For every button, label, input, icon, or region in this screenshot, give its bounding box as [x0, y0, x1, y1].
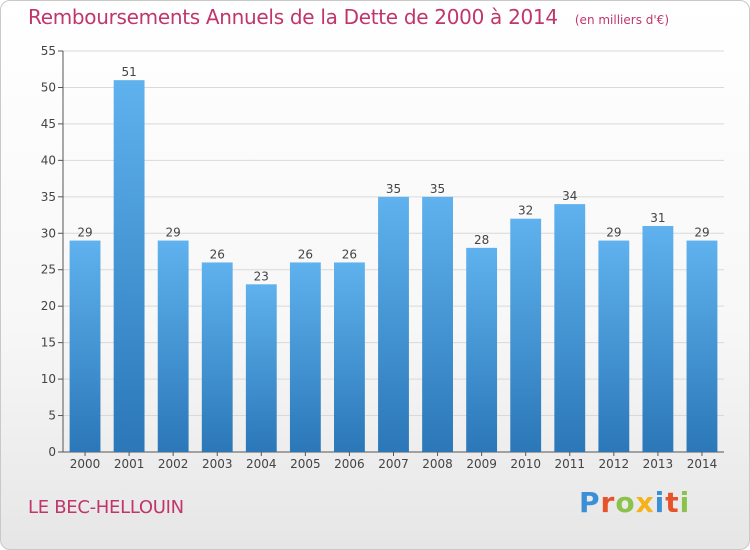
y-tick-label: 25: [41, 263, 56, 277]
brand-letter: o: [615, 486, 636, 519]
x-tick-label: 2005: [290, 457, 321, 471]
bar: [113, 80, 145, 452]
x-tick-label: 2010: [510, 457, 541, 471]
bar: [334, 262, 365, 452]
y-tick-label: 35: [41, 190, 56, 204]
y-tick-label: 15: [41, 336, 56, 350]
x-tick-label: 2004: [246, 457, 277, 471]
data-label: 29: [77, 226, 92, 240]
chart-header: Remboursements Annuels de la Dette de 20…: [28, 5, 669, 29]
brand-letter: i: [654, 486, 666, 519]
bar: [598, 240, 630, 452]
x-tick-label: 2007: [378, 457, 409, 471]
bar: [686, 240, 718, 452]
x-tick-label: 2011: [554, 457, 585, 471]
brand-letter: P: [579, 486, 601, 519]
y-tick-label: 20: [41, 299, 56, 313]
brand-letter: x: [635, 486, 655, 519]
data-label: 35: [430, 182, 445, 196]
y-tick-label: 10: [41, 372, 56, 386]
data-label: 51: [121, 65, 136, 79]
x-tick-label: 2009: [466, 457, 497, 471]
y-tick-label: 50: [41, 80, 56, 94]
bar: [245, 284, 277, 452]
x-tick-label: 2000: [70, 457, 101, 471]
bars: [69, 80, 718, 452]
data-label: 26: [298, 247, 313, 261]
bar: [157, 240, 189, 452]
x-tick-label: 2003: [202, 457, 233, 471]
brand-letter: t: [665, 486, 680, 519]
data-label: 26: [210, 247, 225, 261]
data-label: 29: [166, 226, 181, 240]
bar: [510, 218, 542, 452]
y-tick-label: 45: [41, 117, 56, 131]
y-tick-label: 40: [41, 153, 56, 167]
y-tick-label: 55: [41, 44, 56, 58]
chart-subtitle: (en milliers d'€): [574, 13, 669, 27]
bar: [201, 262, 233, 452]
bar: [378, 196, 409, 452]
bar: [289, 262, 321, 452]
proxiti-logo[interactable]: Proxiti: [579, 486, 690, 519]
brand-letter: r: [600, 486, 616, 519]
x-tick-label: 2006: [334, 457, 365, 471]
y-tick-label: 30: [41, 226, 56, 240]
data-label: 29: [606, 226, 621, 240]
axes: 0 5 10 15 20 25 30 35 40 45 50 55 2000 2001 2002 2003 20…: [41, 44, 724, 471]
y-tick-label: 5: [48, 409, 56, 423]
bar: [422, 196, 453, 452]
data-label: 28: [474, 233, 489, 247]
bar: [642, 225, 674, 452]
x-tick-label: 2001: [114, 457, 145, 471]
data-label: 31: [650, 211, 665, 225]
data-labels: 29 51 29 26 23 26 26 35 35 28 32 34 29 31 29: [77, 65, 709, 283]
x-tick-label: 2013: [643, 457, 674, 471]
data-label: 35: [386, 182, 401, 196]
chart-title: Remboursements Annuels de la Dette de 20…: [28, 5, 558, 29]
x-tick-label: 2002: [158, 457, 189, 471]
data-label: 29: [694, 226, 709, 240]
x-tick-label: 2008: [422, 457, 453, 471]
y-tick-label: 0: [48, 445, 56, 459]
brand-letter: i: [679, 486, 691, 519]
data-label: 32: [518, 204, 533, 218]
x-tick-label: 2014: [687, 457, 718, 471]
bar: [554, 204, 586, 452]
data-label: 34: [562, 189, 577, 203]
bar: [69, 240, 101, 452]
commune-name: LE BEC-HELLOUIN: [28, 497, 184, 518]
x-tick-label: 2012: [599, 457, 630, 471]
bar: [466, 247, 498, 452]
data-label: 26: [342, 247, 357, 261]
data-label: 23: [254, 269, 269, 283]
